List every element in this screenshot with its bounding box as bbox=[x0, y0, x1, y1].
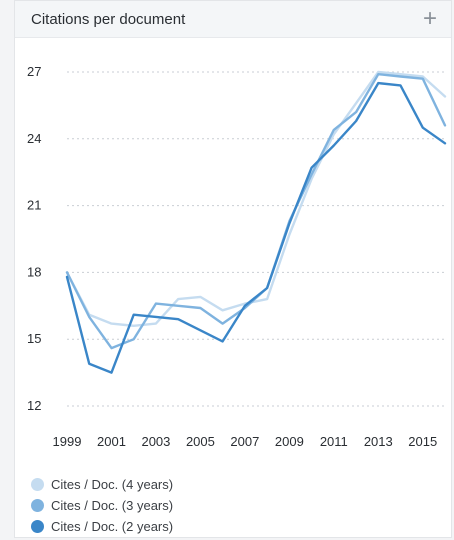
card-header: Citations per document + bbox=[15, 1, 451, 38]
legend-label: Cites / Doc. (3 years) bbox=[51, 497, 174, 513]
x-tick-label: 2001 bbox=[97, 434, 126, 449]
chart-legend: Cites / Doc. (4 years) Cites / Doc. (3 ye… bbox=[31, 475, 173, 538]
y-tick-label: 12 bbox=[27, 398, 41, 413]
x-tick-label: 1999 bbox=[53, 434, 82, 449]
legend-item[interactable]: Cites / Doc. (2 years) bbox=[31, 517, 173, 535]
x-tick-label: 2009 bbox=[275, 434, 304, 449]
y-tick-label: 21 bbox=[27, 198, 41, 213]
series-line-3[interactable] bbox=[65, 81, 447, 374]
x-tick-label: 2005 bbox=[186, 434, 215, 449]
legend-dot-icon bbox=[31, 477, 44, 491]
legend-item[interactable]: Cites / Doc. (4 years) bbox=[31, 475, 173, 493]
x-tick-label: 2003 bbox=[141, 434, 170, 449]
x-tick-label: 2007 bbox=[230, 434, 259, 449]
y-tick-label: 18 bbox=[27, 264, 41, 279]
x-tick-label: 2013 bbox=[364, 434, 393, 449]
citations-card: Citations per document + 12 15 18 21 24 27 199… bbox=[14, 0, 452, 538]
series-line-1[interactable] bbox=[65, 70, 447, 327]
legend-item[interactable]: Cites / Doc. (3 years) bbox=[31, 496, 173, 514]
card-title: Citations per document bbox=[31, 10, 186, 28]
line-chart: 12 15 18 21 24 27 1999 2001 2003 2005 2007 2009 2011… bbox=[27, 64, 447, 449]
x-tick-label: 2015 bbox=[408, 434, 437, 449]
legend-label: Cites / Doc. (2 years) bbox=[51, 518, 174, 534]
legend-dot-icon bbox=[31, 498, 44, 512]
plus-icon[interactable]: + bbox=[422, 5, 437, 32]
x-tick-label: 2011 bbox=[320, 434, 348, 449]
series-line-2[interactable] bbox=[65, 73, 447, 350]
y-tick-label: 15 bbox=[27, 331, 41, 346]
y-tick-label: 24 bbox=[27, 131, 41, 146]
y-tick-label: 27 bbox=[27, 64, 41, 79]
legend-dot-icon bbox=[31, 519, 44, 533]
legend-label: Cites / Doc. (4 years) bbox=[51, 476, 174, 492]
